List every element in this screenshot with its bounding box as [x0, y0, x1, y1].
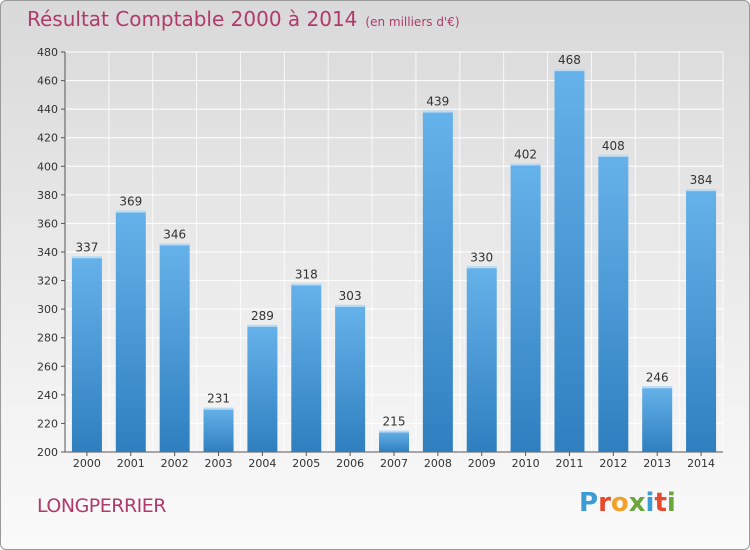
y-tick-label: 260: [37, 360, 58, 373]
x-tick-label: 2002: [161, 457, 189, 470]
x-tick-label: 2000: [73, 457, 101, 470]
bar-highlight: [115, 210, 146, 213]
bar: [598, 154, 629, 452]
bar-highlight: [598, 154, 629, 157]
y-tick-label: 220: [37, 417, 58, 430]
logo-letter: r: [598, 488, 611, 518]
x-tick-label: 2011: [555, 457, 583, 470]
bar-value-label: 330: [470, 250, 493, 264]
bar: [115, 210, 146, 452]
bar-highlight: [71, 256, 102, 259]
bar: [510, 163, 541, 452]
y-tick-label: 460: [37, 75, 58, 88]
x-tick-label: 2003: [205, 457, 233, 470]
x-tick-label: 2013: [643, 457, 671, 470]
bar: [71, 256, 102, 452]
y-tick-label: 380: [37, 189, 58, 202]
bar: [247, 324, 278, 452]
bar-highlight: [686, 189, 717, 192]
bar-highlight: [554, 69, 585, 72]
logo-letter: i: [666, 488, 676, 518]
bar-highlight: [510, 163, 541, 166]
bar-value-label: 346: [163, 227, 186, 241]
bar: [554, 69, 585, 453]
logo-letter: P: [579, 488, 599, 518]
bar-highlight: [335, 304, 366, 307]
bar-value-label: 384: [690, 173, 713, 187]
bar-value-label: 402: [514, 147, 537, 161]
logo-letter: t: [654, 488, 667, 518]
x-tick-label: 2014: [687, 457, 715, 470]
proxiti-logo: Proxiti: [579, 488, 676, 518]
y-tick-label: 420: [37, 132, 58, 145]
bar-highlight: [291, 283, 322, 286]
logo-letter: o: [610, 488, 629, 518]
x-tick-label: 2005: [292, 457, 320, 470]
bar-value-label: 369: [119, 195, 142, 209]
place-name: LONGPERRIER: [37, 495, 166, 517]
bar: [466, 266, 497, 452]
y-tick-label: 320: [37, 275, 58, 288]
bar-highlight: [247, 324, 278, 327]
bar-highlight: [642, 386, 673, 389]
x-tick-label: 2009: [468, 457, 496, 470]
logo-letter: x: [628, 488, 646, 518]
bar: [335, 304, 366, 452]
y-tick-label: 340: [37, 246, 58, 259]
bar-value-label: 289: [251, 309, 274, 323]
y-tick-label: 300: [37, 303, 58, 316]
y-tick-label: 440: [37, 103, 58, 116]
y-tick-label: 480: [37, 46, 58, 59]
y-tick-label: 280: [37, 332, 58, 345]
y-tick-label: 200: [37, 446, 58, 459]
bar-value-label: 408: [602, 139, 625, 153]
bar: [379, 430, 409, 452]
logo-letter: i: [645, 488, 655, 518]
bar-value-label: 468: [558, 53, 581, 67]
chart-title-text: Résultat Comptable 2000 à 2014: [27, 7, 358, 31]
bar-highlight: [466, 266, 497, 269]
chart-title: Résultat Comptable 2000 à 2014 (en millie…: [27, 7, 460, 31]
bar-highlight: [422, 110, 453, 113]
bar: [159, 243, 190, 452]
bar-value-label: 337: [75, 240, 98, 254]
x-tick-label: 2007: [380, 457, 408, 470]
bar: [291, 283, 322, 452]
y-tick-label: 400: [37, 160, 58, 173]
bar-value-label: 439: [426, 95, 449, 109]
bar-highlight: [203, 407, 234, 410]
x-tick-label: 2008: [424, 457, 452, 470]
bar: [686, 189, 717, 452]
chart-unit: (en milliers d'€): [365, 15, 460, 29]
bar-value-label: 231: [207, 392, 230, 406]
y-tick-label: 360: [37, 217, 58, 230]
y-tick-label: 240: [37, 389, 58, 402]
x-tick-label: 2010: [512, 457, 540, 470]
bar-value-label: 318: [295, 267, 318, 281]
x-tick-label: 2012: [599, 457, 627, 470]
bar-value-label: 246: [646, 370, 669, 384]
x-tick-label: 2001: [117, 457, 145, 470]
bar-value-label: 303: [339, 289, 362, 303]
bar-value-label: 215: [383, 415, 406, 429]
bar: [203, 407, 234, 452]
x-tick-label: 2006: [336, 457, 364, 470]
bar: [642, 386, 673, 452]
bar-highlight: [379, 430, 409, 433]
bar-highlight: [159, 243, 190, 246]
x-tick-label: 2004: [248, 457, 276, 470]
bar: [422, 110, 453, 453]
